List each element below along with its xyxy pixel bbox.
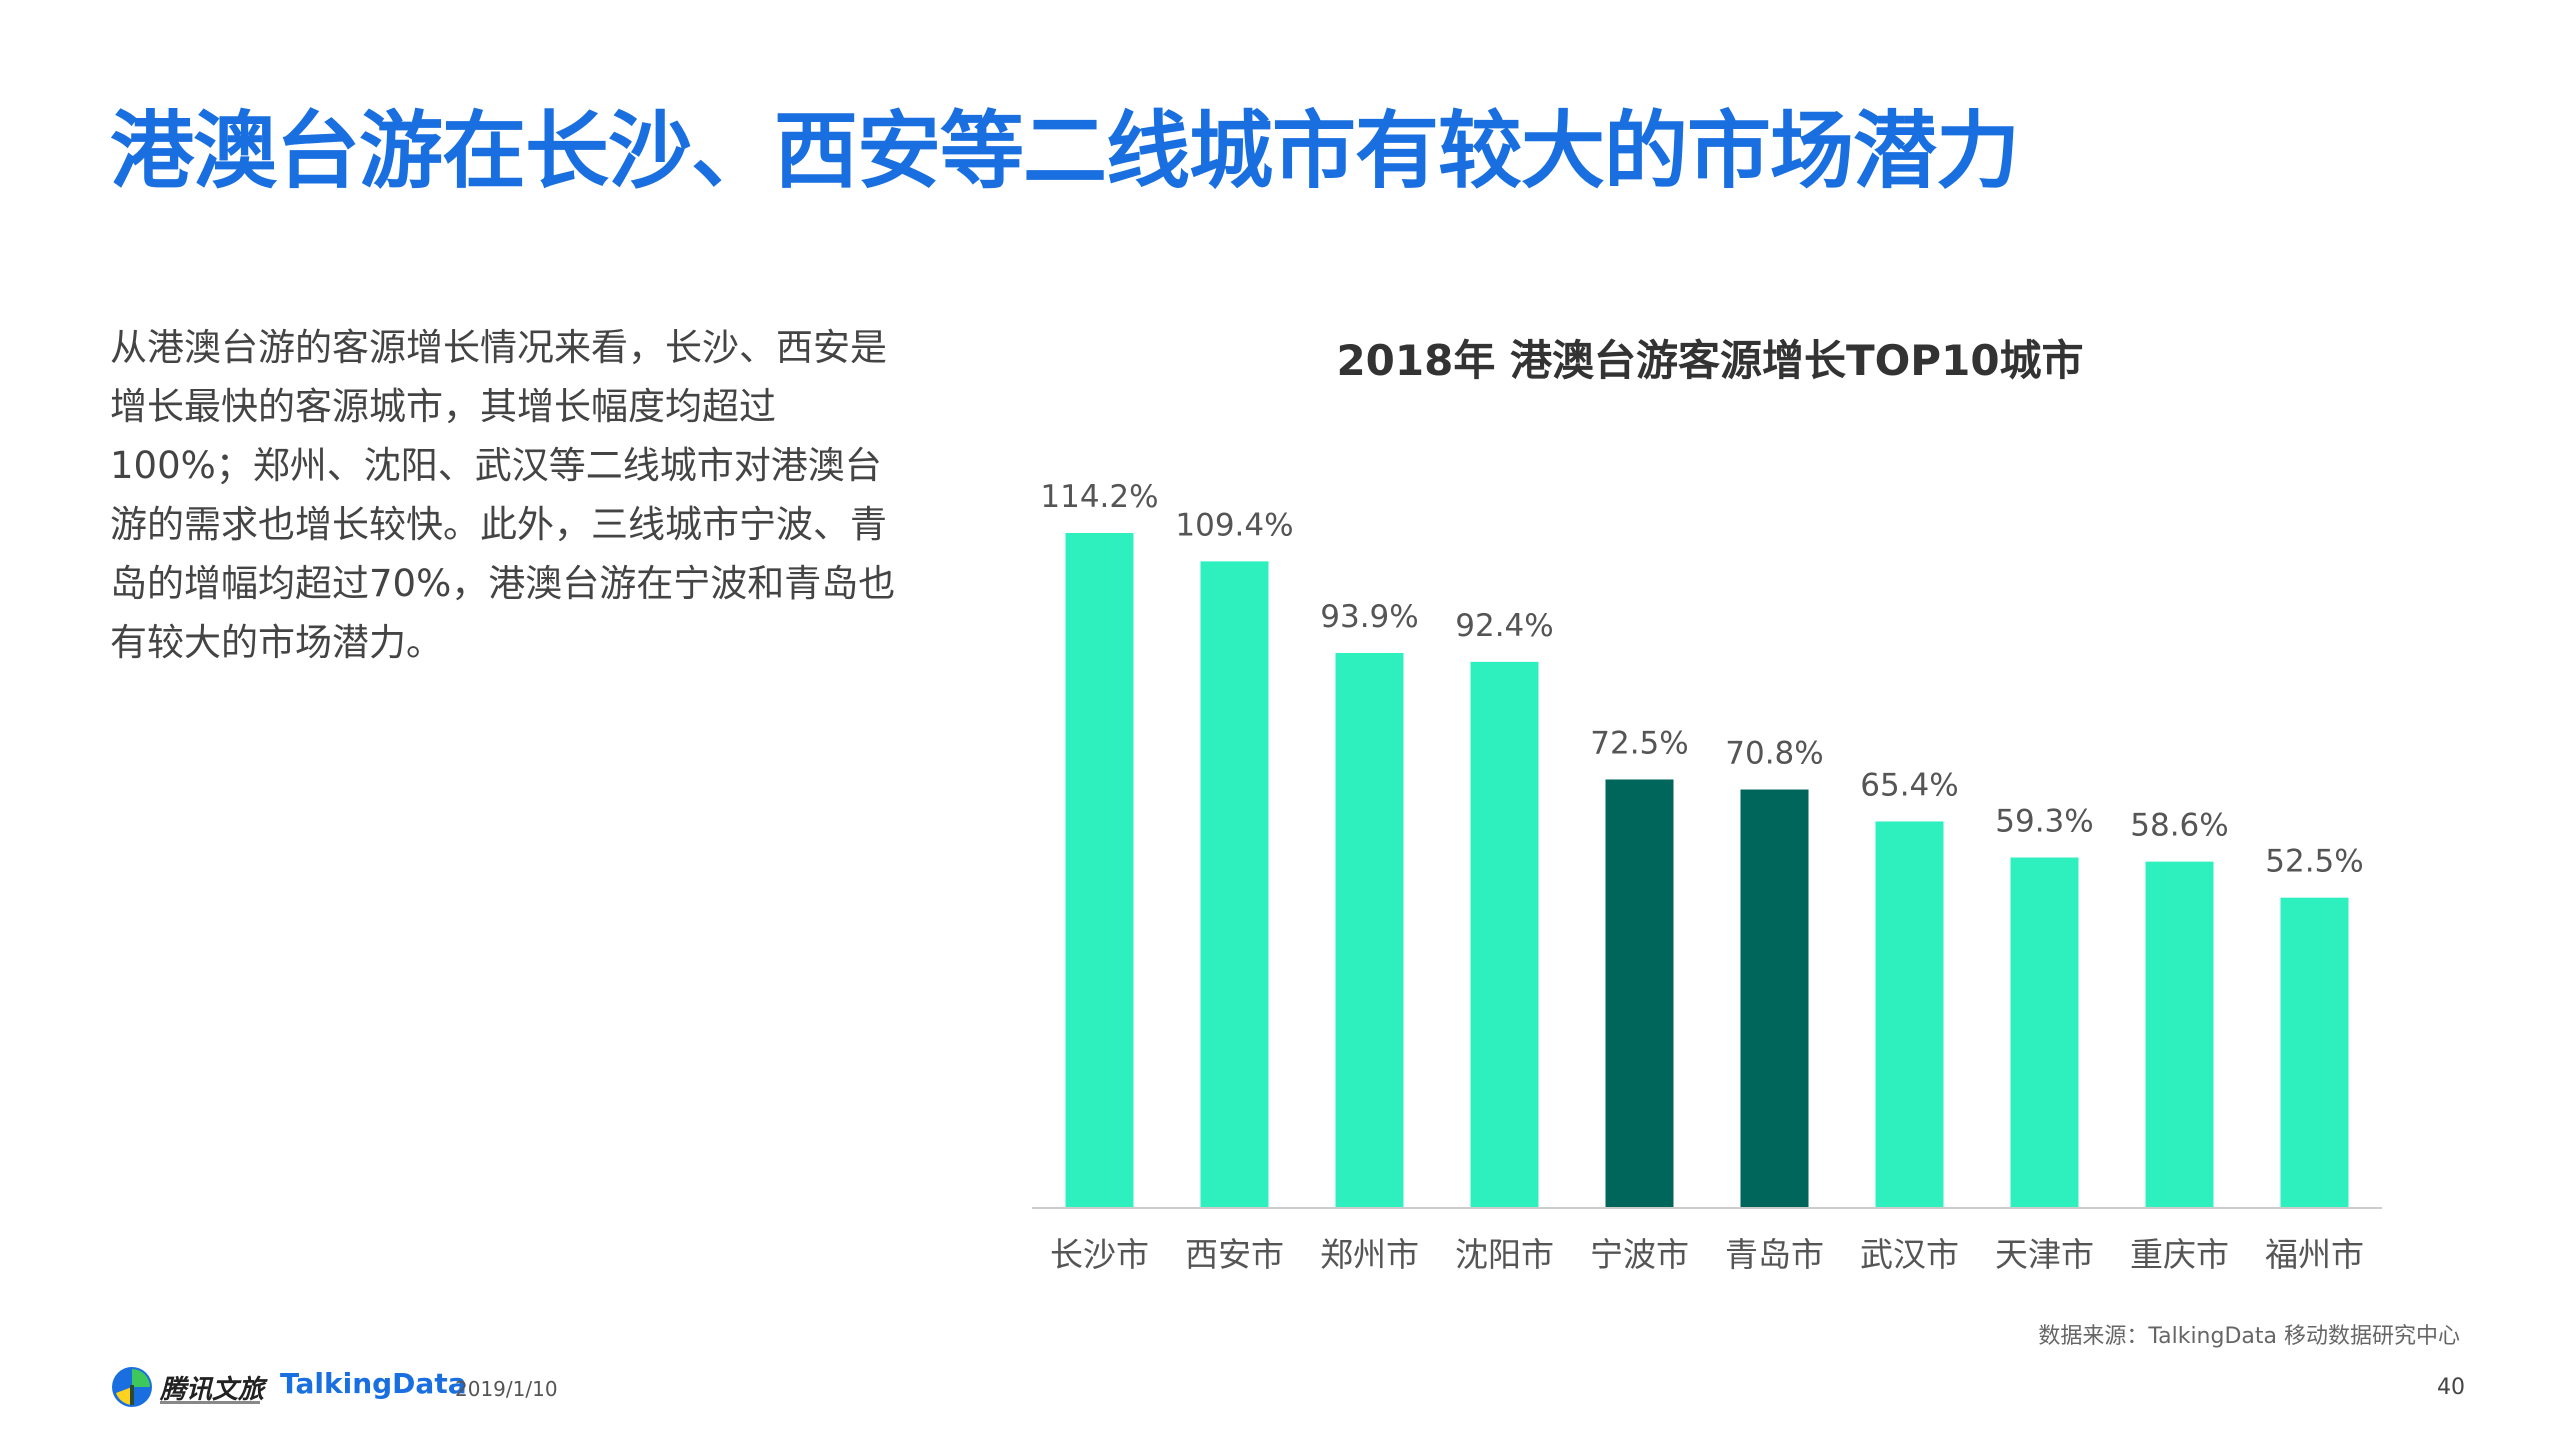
bar-7 bbox=[1875, 821, 1944, 1208]
bar-3 bbox=[1335, 652, 1404, 1208]
bar-value-label: 109.4% bbox=[1175, 507, 1293, 543]
bar-value-label: 114.2% bbox=[1040, 479, 1158, 515]
page-title: 港澳台游在长沙、西安等二线城市有较大的市场潜力 bbox=[110, 102, 2020, 200]
bar-2 bbox=[1200, 561, 1269, 1208]
category-label: 重庆市 bbox=[2130, 1235, 2229, 1274]
bar-chart: 2018年 港澳台游客源增长TOP10城市 114.2% 长沙市 109.4% 西安市… bbox=[1032, 336, 2382, 1274]
category-label: 武汉市 bbox=[1860, 1235, 1959, 1274]
category-label: 西安市 bbox=[1185, 1235, 1284, 1274]
bar-value-label: 92.4% bbox=[1455, 608, 1553, 644]
bar-value-label: 72.5% bbox=[1590, 725, 1688, 761]
bar-value-label: 52.5% bbox=[2265, 844, 2363, 880]
category-label: 福州市 bbox=[2265, 1235, 2364, 1274]
bar-8 bbox=[2010, 857, 2079, 1208]
bar-5 bbox=[1605, 779, 1674, 1208]
category-label: 天津市 bbox=[1995, 1235, 2094, 1274]
tencent-culture-tourism-logo-text: 腾讯文旅 bbox=[160, 1375, 265, 1405]
bar-9 bbox=[2145, 861, 2214, 1208]
category-label: 郑州市 bbox=[1320, 1235, 1419, 1274]
source-note: 数据来源：TalkingData 移动数据研究中心 bbox=[2038, 1324, 2460, 1349]
bar-value-label: 58.6% bbox=[2130, 808, 2228, 844]
category-label: 沈阳市 bbox=[1455, 1235, 1554, 1274]
bar-1 bbox=[1065, 533, 1134, 1208]
description-paragraph: 从港澳台游的客源增长情况来看，长沙、西安是增长最快的客源城市，其增长幅度均超过1… bbox=[110, 326, 896, 664]
bar-value-label: 59.3% bbox=[1995, 803, 2093, 839]
footer: 腾讯文旅 TalkingData 2019/1/10 bbox=[110, 1365, 1010, 1413]
footer-date: 2019/1/10 bbox=[455, 1377, 558, 1401]
bars-group: 114.2% 长沙市 109.4% 西安市 93.9% 郑州市 92.4% 沈阳市 72.5% 宁… bbox=[1040, 479, 2364, 1274]
category-label: 长沙市 bbox=[1050, 1235, 1149, 1274]
bar-6 bbox=[1740, 789, 1809, 1208]
tencent-culture-tourism-logo-icon bbox=[112, 1367, 152, 1407]
page-number: 40 bbox=[2437, 1375, 2465, 1400]
bar-10 bbox=[2280, 897, 2349, 1208]
bar-value-label: 65.4% bbox=[1860, 767, 1958, 803]
category-label: 青岛市 bbox=[1725, 1235, 1824, 1274]
talkingdata-logo: TalkingData bbox=[280, 1367, 467, 1400]
chart-title: 2018年 港澳台游客源增长TOP10城市 bbox=[1336, 336, 2083, 385]
bar-value-label: 70.8% bbox=[1725, 736, 1823, 772]
bar-value-label: 93.9% bbox=[1320, 599, 1418, 635]
logo-underline bbox=[160, 1401, 260, 1404]
bar-4 bbox=[1470, 661, 1539, 1208]
category-label: 宁波市 bbox=[1590, 1235, 1689, 1274]
